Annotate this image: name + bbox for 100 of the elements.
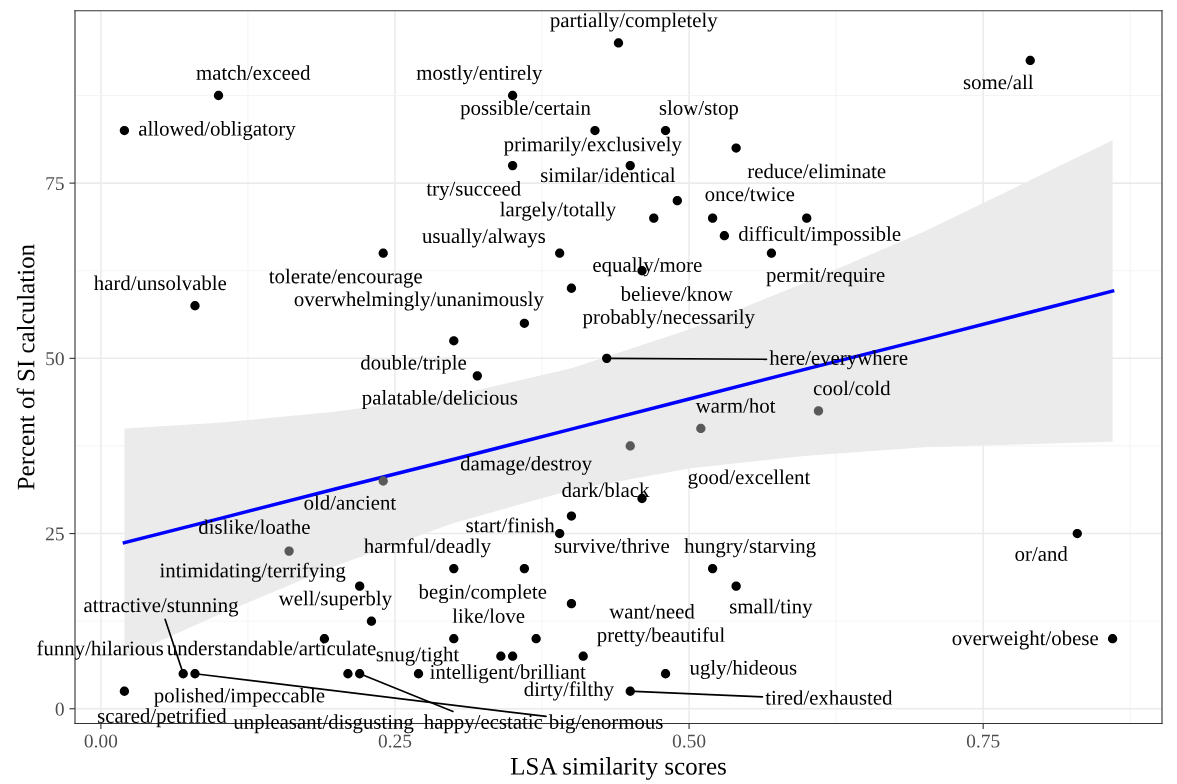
point bbox=[507, 90, 518, 101]
point bbox=[566, 598, 577, 609]
point bbox=[707, 563, 718, 574]
point bbox=[731, 581, 741, 591]
annotation: tired/exhausted bbox=[765, 690, 893, 705]
point bbox=[449, 563, 459, 574]
annotation: largely/totally bbox=[500, 201, 617, 221]
point bbox=[625, 686, 635, 696]
x-tick-label: 0.00 bbox=[84, 734, 118, 748]
point bbox=[366, 616, 377, 626]
point bbox=[1072, 528, 1082, 539]
point bbox=[555, 528, 565, 539]
point bbox=[355, 581, 365, 591]
point bbox=[449, 336, 459, 346]
point bbox=[602, 353, 612, 363]
point bbox=[719, 231, 730, 241]
point bbox=[190, 301, 200, 311]
annotation: double/triple bbox=[361, 354, 467, 374]
annotation: intimidating/terrifying bbox=[159, 562, 346, 582]
annotation: primarily/exclusively bbox=[504, 136, 682, 156]
annotation: funny/hilarious bbox=[37, 640, 164, 660]
point bbox=[555, 248, 565, 258]
annotation: scared/petrified bbox=[97, 708, 227, 728]
point bbox=[731, 143, 741, 153]
annotation: partially/completely bbox=[550, 12, 718, 32]
annotation: hard/unsolvable bbox=[93, 275, 227, 291]
point bbox=[378, 248, 388, 258]
annotation: reduce/eliminate bbox=[747, 163, 886, 179]
point bbox=[378, 476, 388, 486]
point bbox=[625, 441, 635, 451]
annotation: overweight/obese bbox=[952, 630, 1098, 650]
point bbox=[413, 669, 424, 679]
annotation: or/and bbox=[1015, 546, 1068, 561]
annotation: match/exceed bbox=[196, 65, 311, 80]
annotation: believe/know bbox=[620, 286, 733, 301]
y-tick-label: 25 bbox=[45, 527, 64, 541]
annotation: similar/identical bbox=[541, 167, 676, 183]
annotation: try/succeed bbox=[426, 181, 521, 201]
point bbox=[531, 634, 541, 644]
y-tick-label: 50 bbox=[46, 352, 64, 366]
point bbox=[672, 195, 682, 206]
point bbox=[519, 563, 530, 574]
annotation: well/superbly bbox=[278, 590, 392, 610]
annotation: want/need bbox=[609, 603, 695, 619]
annotation: allowed/obligatory bbox=[139, 121, 296, 141]
point bbox=[802, 213, 812, 223]
annotation: probably/necessarily bbox=[582, 309, 755, 329]
point bbox=[707, 213, 718, 223]
annotation: difficult/impossible bbox=[739, 226, 901, 246]
point bbox=[519, 318, 530, 328]
point bbox=[178, 669, 188, 679]
point bbox=[343, 669, 353, 679]
annotation: like/love bbox=[452, 608, 525, 624]
annotation: some/all bbox=[963, 74, 1034, 90]
annotation: usually/always bbox=[422, 228, 546, 248]
annotation: ugly/hideous bbox=[689, 660, 797, 680]
annotation: warm/hot bbox=[695, 398, 776, 413]
annotation: permit/require bbox=[766, 268, 885, 287]
point bbox=[355, 669, 365, 679]
annotation: small/tiny bbox=[730, 598, 813, 618]
annotation: tolerate/encourage bbox=[269, 268, 422, 288]
x-tick-label: 0.75 bbox=[966, 734, 1000, 748]
annotation: good/excellent bbox=[688, 469, 811, 489]
annotation: overwhelmingly/unanimously bbox=[294, 291, 544, 311]
annotation: cool/cold bbox=[813, 380, 891, 396]
point bbox=[119, 125, 130, 136]
annotation: palatable/delicious bbox=[362, 390, 518, 409]
point bbox=[449, 634, 459, 644]
annotation: harmful/deadly bbox=[363, 538, 491, 558]
point bbox=[660, 669, 671, 679]
annotation: start/finish bbox=[466, 517, 555, 533]
point bbox=[213, 90, 224, 101]
point bbox=[507, 160, 518, 171]
annotation: mostly/entirely bbox=[416, 65, 543, 85]
point bbox=[566, 511, 577, 521]
point bbox=[284, 546, 294, 556]
point bbox=[590, 125, 600, 136]
x-tick-label: 0.50 bbox=[672, 734, 706, 748]
annotation: pretty/beautiful bbox=[597, 627, 725, 647]
point bbox=[578, 651, 588, 661]
point bbox=[696, 423, 706, 434]
annotation: snug/tight bbox=[376, 646, 460, 666]
annotation: begin/complete bbox=[418, 584, 547, 604]
point bbox=[566, 283, 577, 293]
point bbox=[660, 125, 671, 136]
point bbox=[190, 669, 200, 679]
annotation: old/ancient bbox=[304, 495, 397, 510]
point bbox=[1025, 55, 1035, 66]
y-tick-label: 75 bbox=[46, 177, 64, 191]
y-tick-label: 0 bbox=[55, 702, 64, 716]
point bbox=[613, 38, 624, 48]
annotation: once/twice bbox=[705, 187, 795, 202]
point bbox=[813, 406, 824, 416]
annotation: survive/thrive bbox=[554, 538, 670, 553]
point bbox=[649, 213, 659, 223]
annotation: damage/destroy bbox=[460, 455, 592, 475]
annotation: dislike/loathe bbox=[199, 519, 310, 535]
y-axis-title: Percent of SI calculation bbox=[16, 244, 35, 490]
annotation: possible/certain bbox=[460, 100, 591, 120]
x-tick-label: 0.25 bbox=[378, 734, 412, 748]
